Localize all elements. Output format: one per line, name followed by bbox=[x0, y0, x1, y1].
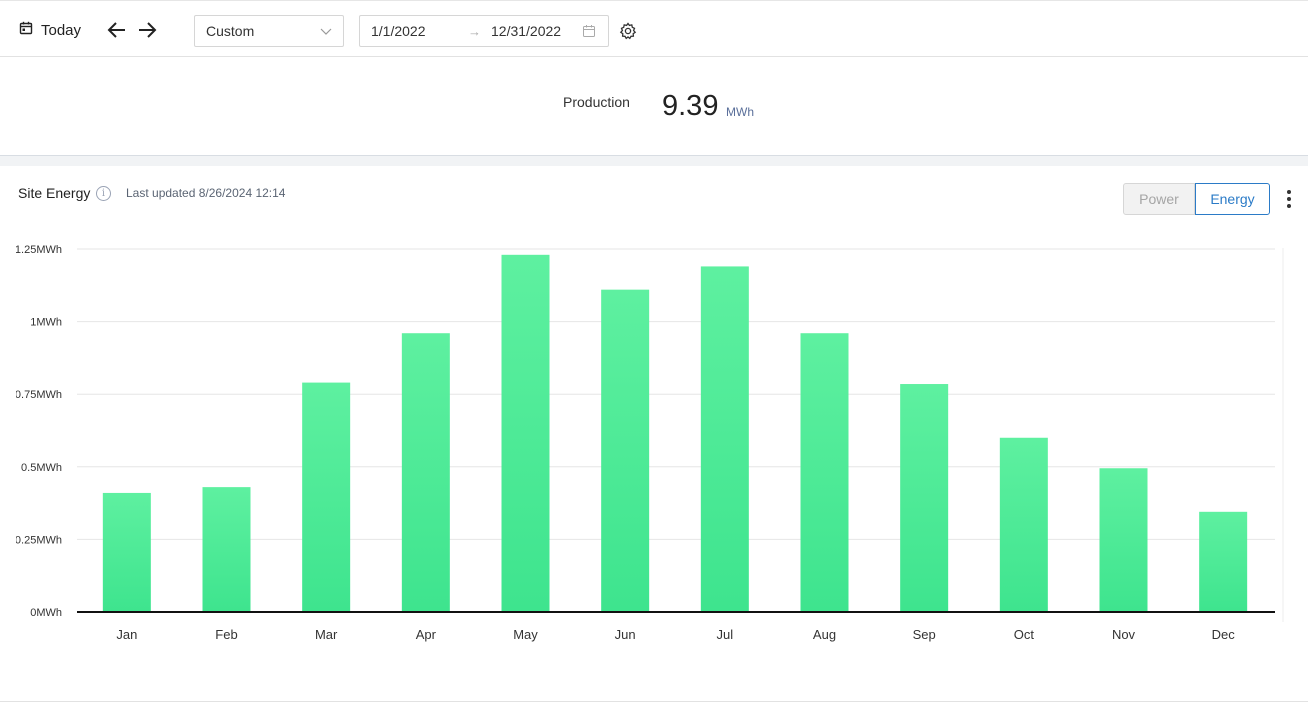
production-label: Production bbox=[563, 94, 630, 110]
date-range-separator: → bbox=[468, 23, 481, 39]
previous-arrow-icon[interactable] bbox=[107, 20, 127, 44]
y-tick-label: 1MWh bbox=[30, 317, 62, 329]
x-tick-label: Dec bbox=[1212, 627, 1236, 642]
site-energy-panel: Site Energy i Last updated 8/26/2024 12:… bbox=[0, 166, 1308, 702]
gear-icon[interactable] bbox=[619, 22, 637, 45]
bar-nov[interactable] bbox=[1099, 468, 1148, 612]
toolbar: Today Custom 1/1/2022 → 12/31/2022 bbox=[0, 0, 1308, 57]
bar-feb[interactable] bbox=[202, 487, 251, 612]
x-tick-label: Nov bbox=[1112, 627, 1136, 642]
date-range-picker[interactable]: 1/1/2022 → 12/31/2022 bbox=[359, 15, 609, 47]
today-button[interactable]: Today bbox=[19, 21, 81, 39]
y-tick-label: 0.25MWh bbox=[15, 534, 62, 546]
x-tick-label: Feb bbox=[215, 627, 237, 642]
y-tick-label: 0MWh bbox=[30, 607, 62, 619]
period-select-value: Custom bbox=[206, 23, 255, 39]
bar-dec[interactable] bbox=[1199, 511, 1248, 612]
bar-sep[interactable] bbox=[900, 384, 949, 612]
calendar-icon[interactable] bbox=[582, 24, 596, 41]
bar-oct[interactable] bbox=[999, 437, 1048, 612]
bar-may[interactable] bbox=[501, 254, 550, 613]
y-tick-label: 0.75MWh bbox=[15, 389, 62, 401]
bar-aug[interactable] bbox=[800, 333, 849, 612]
bar-jun[interactable] bbox=[601, 289, 650, 612]
period-select[interactable]: Custom bbox=[194, 15, 344, 47]
more-options-icon[interactable] bbox=[1285, 190, 1293, 210]
energy-bar-chart: 0MWh 0.25MWh 0.5MWh 0.75MWh 1MWh 1.25MWh Jan F… bbox=[15, 244, 1284, 642]
panel-title: Site Energy bbox=[18, 185, 91, 201]
production-summary: Production 9.39 MWh bbox=[0, 57, 1308, 156]
last-updated-text: Last updated 8/26/2024 12:14 bbox=[126, 186, 286, 200]
next-arrow-icon[interactable] bbox=[137, 20, 157, 44]
today-label: Today bbox=[41, 21, 82, 39]
x-tick-label: Aug bbox=[813, 627, 836, 642]
y-tick-label: 0.5MWh bbox=[21, 462, 62, 474]
section-divider bbox=[0, 156, 1308, 166]
date-from-input[interactable]: 1/1/2022 bbox=[371, 23, 426, 39]
y-tick-label: 1.25MWh bbox=[15, 244, 62, 256]
bar-jan[interactable] bbox=[102, 492, 151, 612]
x-tick-label: Jan bbox=[116, 627, 137, 642]
x-tick-label: Jun bbox=[615, 627, 636, 642]
x-tick-label: Apr bbox=[416, 627, 437, 642]
calendar-icon bbox=[19, 21, 33, 39]
x-tick-label: Oct bbox=[1014, 627, 1035, 642]
x-tick-label: Jul bbox=[717, 627, 734, 642]
x-tick-label: Mar bbox=[315, 627, 338, 642]
x-tick-label: Sep bbox=[913, 627, 936, 642]
view-toggle: Power Energy bbox=[1123, 183, 1270, 215]
bar-mar[interactable] bbox=[302, 382, 351, 612]
power-toggle-button[interactable]: Power bbox=[1123, 183, 1195, 215]
bar-apr[interactable] bbox=[401, 333, 450, 612]
energy-toggle-button[interactable]: Energy bbox=[1195, 183, 1270, 215]
date-to-input[interactable]: 12/31/2022 bbox=[491, 23, 562, 39]
chevron-down-icon bbox=[320, 23, 332, 39]
info-icon[interactable]: i bbox=[96, 186, 111, 201]
production-value: 9.39 bbox=[662, 90, 719, 122]
bar-jul[interactable] bbox=[700, 266, 749, 612]
x-tick-label: May bbox=[513, 627, 538, 642]
production-unit: MWh bbox=[726, 105, 754, 119]
